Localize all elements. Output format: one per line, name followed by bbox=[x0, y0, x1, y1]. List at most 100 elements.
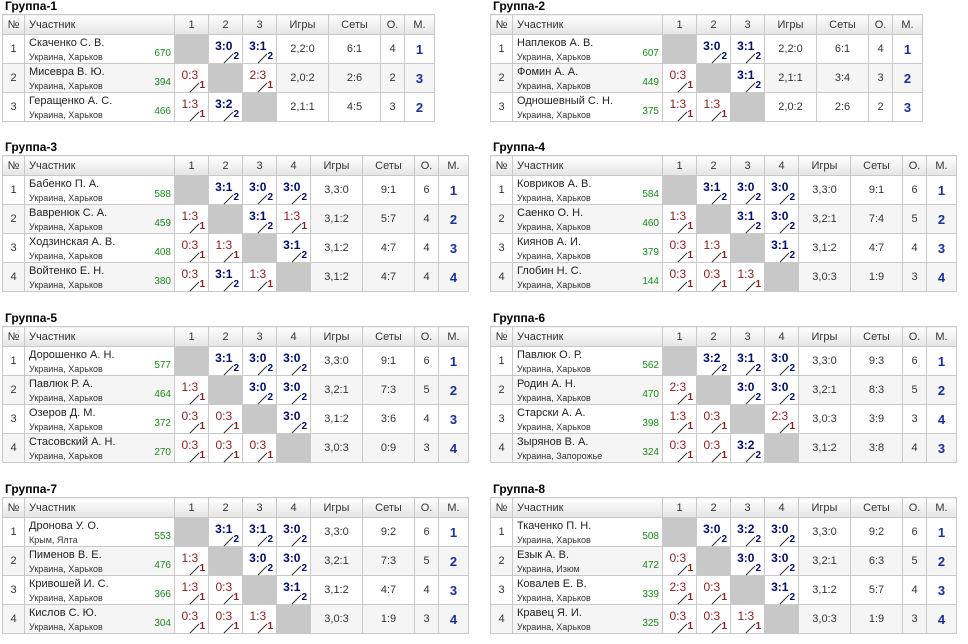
match-result-cell[interactable]: 3:1 2 bbox=[730, 204, 765, 234]
header-games[interactable]: Игры bbox=[764, 14, 817, 35]
header-games[interactable]: Игры bbox=[276, 14, 329, 35]
match-result-cell[interactable]: 1:3 1 bbox=[242, 604, 277, 634]
match-result-cell[interactable]: 0:3 1 bbox=[696, 433, 731, 463]
header-participant[interactable]: Участник bbox=[24, 326, 175, 347]
match-result-cell[interactable]: 3:1 2 bbox=[208, 346, 243, 376]
match-result-cell[interactable]: 0:3 1 bbox=[662, 433, 697, 463]
match-result-cell[interactable]: 0:3 1 bbox=[662, 63, 697, 93]
header-points[interactable]: О. bbox=[380, 14, 405, 35]
header-participant[interactable]: Участник bbox=[24, 155, 175, 176]
match-result-cell[interactable]: 1:3 1 bbox=[662, 204, 697, 234]
match-result-cell[interactable]: 1:3 1 bbox=[696, 92, 731, 122]
header-sets[interactable]: Сеты bbox=[850, 497, 903, 518]
player-cell[interactable]: Павлюк О. Р. Украина, Харьков 562 bbox=[512, 346, 663, 376]
match-result-cell[interactable]: 3:0 2 bbox=[242, 346, 277, 376]
player-name[interactable]: Дронова У. О. bbox=[29, 520, 100, 532]
match-result-cell[interactable]: 3:0 2 bbox=[276, 346, 311, 376]
player-name[interactable]: Саенко О. Н. bbox=[517, 207, 584, 219]
player-cell[interactable]: Скаченко С. В. Украина, Харьков 670 bbox=[24, 34, 175, 64]
player-name[interactable]: Пименов В. Е. bbox=[29, 549, 102, 561]
header-points[interactable]: О. bbox=[902, 155, 927, 176]
player-cell[interactable]: Езык А. В. Украина, Изюм 472 bbox=[512, 546, 663, 576]
match-result-cell[interactable]: 3:0 2 bbox=[276, 404, 311, 434]
player-cell[interactable]: Зырянов В. А. Украина, Запорожье 324 bbox=[512, 433, 663, 463]
match-result-cell[interactable]: 0:3 1 bbox=[696, 262, 731, 292]
match-result-cell[interactable]: 3:0 2 bbox=[276, 546, 311, 576]
match-result-cell[interactable]: 2:3 1 bbox=[662, 575, 697, 605]
match-result-cell[interactable]: 3:0 2 bbox=[276, 375, 311, 405]
header-sets[interactable]: Сеты bbox=[850, 326, 903, 347]
player-name[interactable]: Дорошенко А. Н. bbox=[29, 349, 115, 361]
match-result-cell[interactable]: 1:3 1 bbox=[696, 233, 731, 263]
match-result-cell[interactable]: 0:3 1 bbox=[696, 404, 731, 434]
match-result-cell[interactable]: 3:1 2 bbox=[764, 233, 799, 263]
match-result-cell[interactable]: 1:3 1 bbox=[662, 404, 697, 434]
player-name[interactable]: Павлюк Р. А. bbox=[29, 378, 93, 390]
match-result-cell[interactable]: 3:0 2 bbox=[696, 34, 731, 64]
header-place[interactable]: М. bbox=[926, 155, 957, 176]
player-cell[interactable]: Кравец Я. И. Украина, Харьков 325 bbox=[512, 604, 663, 634]
header-points[interactable]: О. bbox=[414, 497, 439, 518]
match-result-cell[interactable]: 3:1 2 bbox=[208, 262, 243, 292]
match-result-cell[interactable]: 0:3 1 bbox=[174, 404, 209, 434]
player-name[interactable]: Ткаченко П. Н. bbox=[517, 520, 592, 532]
match-result-cell[interactable]: 3:1 2 bbox=[764, 575, 799, 605]
player-cell[interactable]: Одношевный С. Н. Украина, Харьков 375 bbox=[512, 92, 663, 122]
match-result-cell[interactable]: 3:1 2 bbox=[276, 575, 311, 605]
header-games[interactable]: Игры bbox=[310, 497, 363, 518]
player-name[interactable]: Старски А. А. bbox=[517, 407, 586, 419]
header-points[interactable]: О. bbox=[868, 14, 893, 35]
player-name[interactable]: Ковалев Е. В. bbox=[517, 578, 587, 590]
player-cell[interactable]: Кривошей И. С. Украина, Харьков 366 bbox=[24, 575, 175, 605]
header-points[interactable]: О. bbox=[902, 497, 927, 518]
match-result-cell[interactable]: 0:3 1 bbox=[696, 575, 731, 605]
header-games[interactable]: Игры bbox=[310, 326, 363, 347]
header-num[interactable]: № bbox=[490, 497, 513, 518]
match-result-cell[interactable]: 0:3 1 bbox=[174, 63, 209, 93]
match-result-cell[interactable]: 3:0 2 bbox=[276, 175, 311, 205]
match-result-cell[interactable]: 1:3 1 bbox=[242, 262, 277, 292]
player-name[interactable]: Мисевра В. Ю. bbox=[29, 66, 105, 78]
header-participant[interactable]: Участник bbox=[512, 326, 663, 347]
match-result-cell[interactable]: 0:3 1 bbox=[662, 262, 697, 292]
match-result-cell[interactable]: 0:3 1 bbox=[174, 233, 209, 263]
header-num[interactable]: № bbox=[490, 326, 513, 347]
player-cell[interactable]: Мисевра В. Ю. Украина, Харьков 394 bbox=[24, 63, 175, 93]
match-result-cell[interactable]: 3:2 2 bbox=[208, 92, 243, 122]
header-num[interactable]: № bbox=[2, 497, 25, 518]
player-name[interactable]: Ковриков А. В. bbox=[517, 178, 592, 190]
player-name[interactable]: Геращенко А. С. bbox=[29, 95, 113, 107]
match-result-cell[interactable]: 0:3 1 bbox=[208, 575, 243, 605]
header-games[interactable]: Игры bbox=[798, 155, 851, 176]
player-cell[interactable]: Павлюк Р. А. Украина, Харьков 464 bbox=[24, 375, 175, 405]
player-cell[interactable]: Озеров Д. М. Украина, Харьков 372 bbox=[24, 404, 175, 434]
player-name[interactable]: Кислов С. Ю. bbox=[29, 607, 97, 619]
match-result-cell[interactable]: 1:3 1 bbox=[174, 575, 209, 605]
player-cell[interactable]: Наплеков А. В. Украина, Харьков 607 bbox=[512, 34, 663, 64]
header-place[interactable]: М. bbox=[926, 326, 957, 347]
player-cell[interactable]: Войтенко Е. Н. Украина, Харьков 380 bbox=[24, 262, 175, 292]
match-result-cell[interactable]: 1:3 1 bbox=[730, 262, 765, 292]
match-result-cell[interactable]: 3:1 2 bbox=[208, 175, 243, 205]
match-result-cell[interactable]: 0:3 1 bbox=[242, 433, 277, 463]
player-name[interactable]: Вавренюк С. А. bbox=[29, 207, 108, 219]
match-result-cell[interactable]: 3:0 2 bbox=[730, 375, 765, 405]
header-place[interactable]: М. bbox=[892, 14, 923, 35]
header-place[interactable]: М. bbox=[438, 155, 469, 176]
match-result-cell[interactable]: 3:2 2 bbox=[730, 433, 765, 463]
match-result-cell[interactable]: 1:3 1 bbox=[276, 204, 311, 234]
header-games[interactable]: Игры bbox=[310, 155, 363, 176]
match-result-cell[interactable]: 3:0 2 bbox=[730, 175, 765, 205]
player-name[interactable]: Павлюк О. Р. bbox=[517, 349, 583, 361]
player-name[interactable]: Кривошей И. С. bbox=[29, 578, 109, 590]
header-sets[interactable]: Сеты bbox=[362, 155, 415, 176]
match-result-cell[interactable]: 3:2 2 bbox=[730, 517, 765, 547]
header-num[interactable]: № bbox=[2, 155, 25, 176]
header-points[interactable]: О. bbox=[414, 326, 439, 347]
match-result-cell[interactable]: 3:2 2 bbox=[696, 346, 731, 376]
match-result-cell[interactable]: 0:3 1 bbox=[208, 404, 243, 434]
header-participant[interactable]: Участник bbox=[24, 14, 175, 35]
player-cell[interactable]: Дорошенко А. Н. Украина, Харьков 577 bbox=[24, 346, 175, 376]
player-name[interactable]: Кравец Я. И. bbox=[517, 607, 582, 619]
player-cell[interactable]: Кислов С. Ю. Украина, Харьков 304 bbox=[24, 604, 175, 634]
